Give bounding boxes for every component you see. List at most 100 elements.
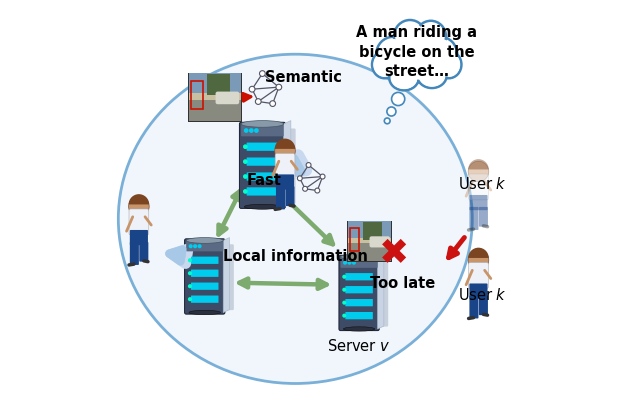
Circle shape	[315, 188, 320, 193]
FancyBboxPatch shape	[140, 242, 148, 262]
Ellipse shape	[374, 52, 396, 77]
Text: Server $v$: Server $v$	[328, 338, 391, 354]
Circle shape	[342, 275, 346, 279]
Ellipse shape	[426, 39, 455, 70]
Ellipse shape	[340, 254, 378, 260]
Ellipse shape	[244, 204, 280, 209]
FancyBboxPatch shape	[346, 286, 373, 293]
Bar	[348, 221, 391, 237]
Circle shape	[468, 161, 489, 182]
Bar	[191, 81, 203, 109]
Polygon shape	[378, 254, 384, 329]
FancyBboxPatch shape	[375, 261, 388, 327]
Circle shape	[343, 261, 347, 265]
Circle shape	[243, 159, 248, 164]
FancyBboxPatch shape	[275, 153, 295, 179]
Text: Fast: Fast	[247, 173, 282, 188]
Ellipse shape	[436, 51, 461, 78]
Bar	[189, 93, 241, 100]
FancyBboxPatch shape	[191, 296, 218, 303]
FancyBboxPatch shape	[369, 236, 390, 247]
Wedge shape	[468, 248, 489, 258]
Circle shape	[298, 176, 302, 181]
Circle shape	[249, 128, 253, 133]
Ellipse shape	[389, 65, 419, 90]
FancyBboxPatch shape	[276, 174, 294, 190]
Circle shape	[255, 99, 261, 104]
Bar	[363, 222, 382, 240]
FancyBboxPatch shape	[285, 186, 294, 206]
Wedge shape	[275, 139, 295, 149]
FancyBboxPatch shape	[191, 270, 218, 277]
FancyBboxPatch shape	[186, 241, 223, 252]
Ellipse shape	[396, 22, 424, 51]
FancyBboxPatch shape	[346, 312, 373, 319]
Circle shape	[198, 244, 202, 248]
FancyBboxPatch shape	[246, 187, 278, 196]
Circle shape	[306, 163, 311, 167]
FancyBboxPatch shape	[479, 207, 488, 227]
FancyBboxPatch shape	[469, 207, 479, 230]
FancyBboxPatch shape	[468, 174, 488, 200]
FancyBboxPatch shape	[469, 195, 488, 210]
Circle shape	[249, 86, 255, 92]
FancyBboxPatch shape	[346, 299, 373, 306]
FancyBboxPatch shape	[281, 128, 296, 204]
Ellipse shape	[394, 20, 426, 53]
Circle shape	[188, 258, 192, 262]
Ellipse shape	[390, 37, 444, 80]
Bar	[188, 73, 242, 122]
Circle shape	[188, 284, 192, 288]
FancyBboxPatch shape	[340, 258, 378, 268]
Bar	[207, 74, 230, 95]
Circle shape	[387, 107, 396, 116]
Ellipse shape	[378, 39, 408, 70]
FancyBboxPatch shape	[468, 263, 488, 288]
Circle shape	[259, 71, 265, 76]
FancyBboxPatch shape	[191, 256, 218, 264]
FancyBboxPatch shape	[339, 255, 380, 330]
Circle shape	[243, 189, 248, 194]
Text: User $k$: User $k$	[458, 287, 507, 303]
Circle shape	[254, 128, 259, 133]
FancyBboxPatch shape	[246, 157, 278, 166]
Circle shape	[468, 250, 489, 270]
Bar	[189, 95, 241, 121]
Circle shape	[243, 144, 248, 149]
Ellipse shape	[419, 64, 445, 87]
Text: User $k$: User $k$	[458, 176, 507, 192]
Ellipse shape	[241, 121, 284, 127]
FancyBboxPatch shape	[469, 295, 479, 318]
Circle shape	[244, 128, 248, 133]
Bar	[348, 240, 391, 261]
Circle shape	[392, 93, 404, 106]
Ellipse shape	[189, 310, 221, 315]
Text: Too late: Too late	[370, 276, 435, 291]
Circle shape	[188, 271, 192, 275]
Polygon shape	[284, 121, 291, 207]
Circle shape	[275, 141, 295, 161]
FancyBboxPatch shape	[469, 283, 488, 299]
FancyBboxPatch shape	[184, 239, 225, 314]
Ellipse shape	[391, 67, 417, 89]
Circle shape	[303, 186, 308, 191]
FancyBboxPatch shape	[479, 295, 488, 315]
Ellipse shape	[387, 34, 447, 83]
Ellipse shape	[376, 37, 410, 72]
Circle shape	[342, 313, 346, 318]
FancyBboxPatch shape	[241, 125, 284, 136]
FancyBboxPatch shape	[239, 122, 285, 209]
Circle shape	[193, 244, 197, 248]
Circle shape	[342, 287, 346, 292]
Bar	[349, 228, 359, 251]
Bar	[346, 221, 392, 262]
Circle shape	[129, 196, 149, 217]
Ellipse shape	[438, 52, 460, 77]
Wedge shape	[468, 159, 489, 169]
FancyBboxPatch shape	[221, 244, 234, 310]
Circle shape	[320, 174, 325, 179]
FancyBboxPatch shape	[130, 242, 139, 265]
FancyBboxPatch shape	[129, 209, 148, 235]
Circle shape	[189, 244, 193, 248]
Ellipse shape	[424, 37, 457, 72]
